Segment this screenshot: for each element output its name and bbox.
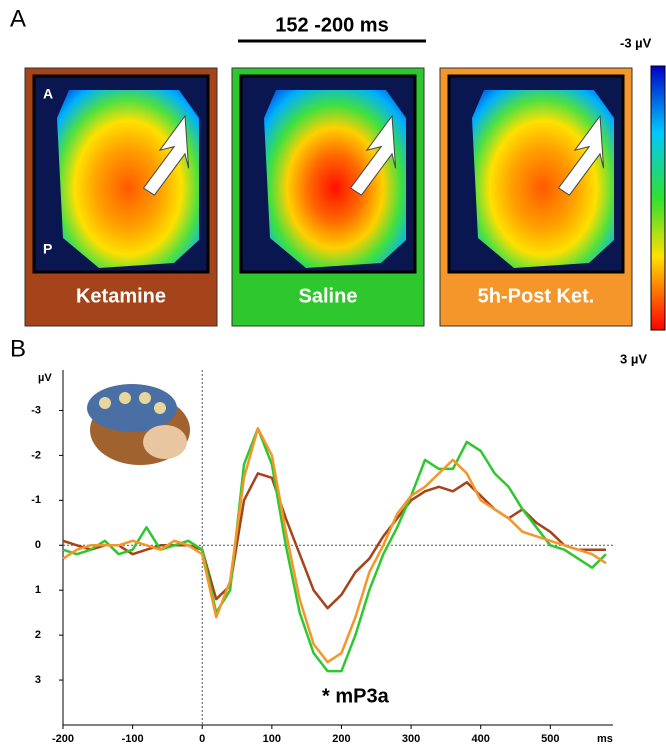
panel-label: A [10,5,26,32]
x-tick-label: 300 [402,733,420,745]
topomap-title: 152 -200 ms [275,14,388,36]
condition-label: Saline [299,285,358,307]
y-tick-label: -2 [31,449,41,461]
condition-label: Ketamine [76,285,166,307]
x-tick-label: 100 [263,733,281,745]
x-tick-label: 0 [199,733,205,745]
colorbar [650,65,666,331]
panel-label: B [10,335,26,362]
arrow [557,114,605,196]
x-axis-label: ms [597,733,613,745]
series-line [62,427,607,673]
annotation: * mP3a [322,685,390,707]
topomap [57,90,199,268]
y-tick-label: 0 [35,539,41,551]
condition-label: 5h-Post Ket. [478,285,595,307]
orientation-label: P [43,241,52,257]
monkey-icon [87,384,190,465]
orientation-label: A [43,86,53,102]
colorbar-label: 3 µV [620,351,647,366]
x-tick-label: 400 [472,733,490,745]
x-tick-label: -200 [52,733,74,745]
colorbar-label: -3 µV [620,35,652,50]
x-tick-label: 500 [541,733,559,745]
topomap [472,90,614,268]
x-tick-label: 200 [332,733,350,745]
series-line [62,472,606,610]
y-tick-label: -1 [31,494,41,506]
arrow [349,114,397,196]
series-line [62,427,607,664]
x-tick-label: -100 [122,733,144,745]
y-tick-label: 1 [35,584,41,596]
y-tick-label: 3 [35,674,41,686]
arrow [142,114,190,196]
y-tick-label: -3 [31,404,41,416]
y-tick-label: 2 [35,629,41,641]
y-axis-label: µV [38,372,52,384]
topomap [264,90,406,268]
